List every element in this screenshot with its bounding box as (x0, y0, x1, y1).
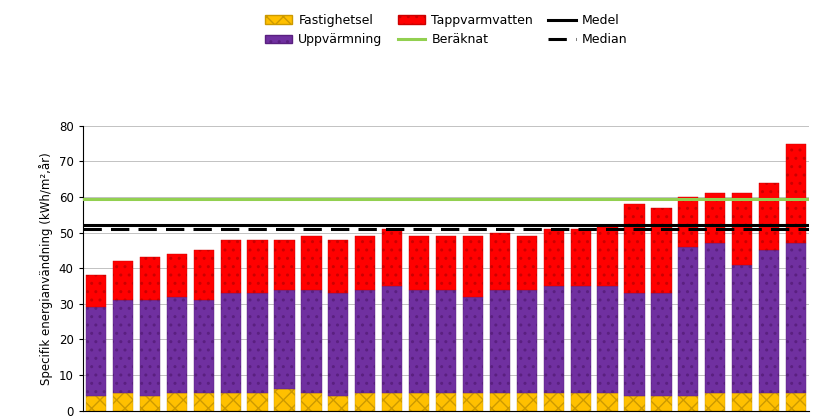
Bar (221, 393, 240, 411)
Bar (328, 293, 349, 396)
Bar (86, 396, 107, 411)
Bar (732, 193, 752, 265)
Bar (436, 393, 456, 411)
Bar (490, 233, 510, 290)
Bar (759, 183, 779, 250)
Bar (355, 290, 375, 393)
Bar (140, 396, 160, 411)
Bar (544, 286, 564, 393)
Bar (597, 225, 618, 286)
Bar (382, 286, 402, 393)
Bar (624, 293, 644, 396)
Bar (490, 290, 510, 393)
Bar (544, 393, 564, 411)
Bar (517, 393, 537, 411)
Bar (301, 393, 321, 411)
Bar (678, 247, 699, 396)
Bar (759, 393, 779, 411)
Bar (274, 290, 295, 389)
Bar (382, 229, 402, 286)
Bar (463, 297, 483, 393)
Bar (301, 236, 321, 290)
Bar (678, 197, 699, 247)
Bar (167, 393, 187, 411)
Y-axis label: Specifik energianvändning (kWh/m²,år): Specifik energianvändning (kWh/m²,år) (39, 152, 53, 385)
Bar (705, 393, 725, 411)
Bar (113, 300, 133, 393)
Bar (490, 393, 510, 411)
Bar (652, 293, 672, 396)
Bar (786, 143, 806, 243)
Bar (624, 396, 644, 411)
Bar (328, 240, 349, 293)
Bar (193, 393, 214, 411)
Bar (86, 275, 107, 308)
Bar (113, 261, 133, 300)
Bar (409, 393, 430, 411)
Bar (221, 293, 240, 393)
Bar (463, 236, 483, 297)
Bar (597, 393, 618, 411)
Bar (140, 257, 160, 300)
Bar (221, 240, 240, 293)
Bar (436, 236, 456, 290)
Bar (167, 297, 187, 393)
Bar (678, 396, 699, 411)
Bar (786, 393, 806, 411)
Bar (705, 243, 725, 393)
Bar (705, 193, 725, 243)
Bar (248, 393, 268, 411)
Bar (544, 229, 564, 286)
Bar (86, 308, 107, 396)
Bar (624, 204, 644, 293)
Bar (517, 236, 537, 290)
Bar (597, 286, 618, 393)
Bar (274, 389, 295, 411)
Bar (652, 396, 672, 411)
Bar (409, 290, 430, 393)
Bar (355, 236, 375, 290)
Bar (786, 243, 806, 393)
Bar (571, 393, 591, 411)
Bar (355, 393, 375, 411)
Bar (328, 396, 349, 411)
Bar (167, 254, 187, 297)
Bar (248, 293, 268, 393)
Bar (571, 286, 591, 393)
Bar (732, 393, 752, 411)
Bar (301, 290, 321, 393)
Bar (409, 236, 430, 290)
Bar (274, 240, 295, 290)
Bar (759, 250, 779, 393)
Bar (652, 207, 672, 293)
Bar (463, 393, 483, 411)
Bar (382, 393, 402, 411)
Bar (193, 250, 214, 300)
Legend: Fastighetsel, Uppvärmning, Tappvarmvatten, Beräknat, Medel, Median: Fastighetsel, Uppvärmning, Tappvarmvatte… (261, 10, 631, 50)
Bar (517, 290, 537, 393)
Bar (140, 300, 160, 396)
Bar (436, 290, 456, 393)
Bar (193, 300, 214, 393)
Bar (113, 393, 133, 411)
Bar (248, 240, 268, 293)
Bar (571, 229, 591, 286)
Bar (732, 265, 752, 393)
